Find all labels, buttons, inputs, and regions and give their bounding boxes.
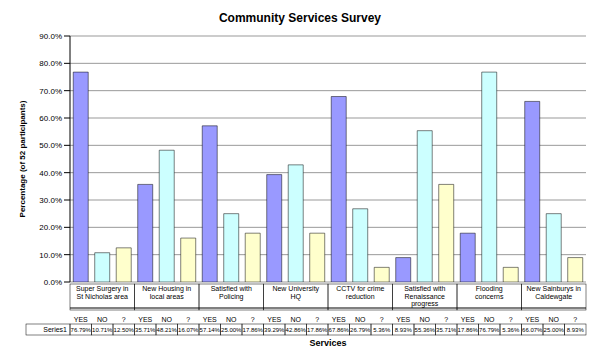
svg-text:40.0%: 40.0% (39, 169, 62, 178)
svg-text:Super Surgery in: Super Surgery in (76, 285, 129, 292)
svg-text:50.0%: 50.0% (39, 141, 62, 150)
svg-text:Policing: Policing (219, 293, 244, 301)
svg-text:local areas: local areas (150, 293, 184, 300)
svg-text:17.86%: 17.86% (243, 327, 264, 333)
svg-text:St Nicholas area: St Nicholas area (77, 293, 128, 300)
svg-text:New Housing in: New Housing in (142, 285, 192, 292)
svg-text:12.50%: 12.50% (114, 327, 135, 333)
svg-text:70.0%: 70.0% (39, 87, 62, 96)
svg-text:10.71%: 10.71% (92, 327, 113, 333)
svg-text:New University: New University (272, 285, 320, 292)
svg-text:5.36%: 5.36% (502, 327, 520, 333)
svg-text:concerns: concerns (475, 293, 504, 300)
svg-text:YES: YES (332, 316, 346, 323)
svg-text:?: ? (444, 316, 448, 323)
svg-text:39.29%: 39.29% (264, 327, 285, 333)
svg-text:Renaissance: Renaissance (405, 293, 446, 300)
svg-text:Services: Services (309, 338, 346, 348)
svg-text:17.86%: 17.86% (458, 327, 479, 333)
svg-text:YES: YES (74, 316, 88, 323)
svg-text:8.93%: 8.93% (567, 327, 585, 333)
svg-text:NO: NO (355, 316, 366, 323)
svg-text:25.00%: 25.00% (221, 327, 242, 333)
svg-text:5.36%: 5.36% (373, 327, 391, 333)
svg-text:55.36%: 55.36% (415, 327, 436, 333)
svg-text:?: ? (573, 316, 577, 323)
svg-text:?: ? (186, 316, 190, 323)
svg-text:Caldewgate: Caldewgate (535, 293, 572, 301)
svg-text:?: ? (315, 316, 319, 323)
svg-text:90.0%: 90.0% (39, 32, 62, 41)
svg-text:reduction: reduction (346, 293, 375, 300)
svg-text:Series1: Series1 (43, 326, 67, 333)
svg-text:NO: NO (162, 316, 173, 323)
svg-text:Percentage (of 52 participants: Percentage (of 52 participants) (18, 100, 27, 217)
svg-text:76.79%: 76.79% (71, 327, 92, 333)
svg-text:?: ? (122, 316, 126, 323)
svg-text:35.71%: 35.71% (135, 327, 156, 333)
svg-text:NO: NO (420, 316, 431, 323)
svg-text:YES: YES (138, 316, 152, 323)
svg-text:CCTV for crime: CCTV for crime (336, 285, 384, 292)
html-text:Community Services Survey: Community Services Survey (219, 11, 381, 25)
svg-text:?: ? (251, 316, 255, 323)
svg-text:YES: YES (203, 316, 217, 323)
svg-text:66.07%: 66.07% (522, 327, 543, 333)
svg-text:progress: progress (411, 300, 439, 308)
svg-text:48.21%: 48.21% (157, 327, 178, 333)
svg-text:YES: YES (396, 316, 410, 323)
svg-text:20.0%: 20.0% (39, 223, 62, 232)
svg-text:NO: NO (484, 316, 495, 323)
svg-text:60.0%: 60.0% (39, 114, 62, 123)
svg-text:0.0%: 0.0% (44, 278, 62, 287)
svg-text:76.79%: 76.79% (479, 327, 500, 333)
svg-text:57.14%: 57.14% (200, 327, 221, 333)
svg-text:42.86%: 42.86% (286, 327, 307, 333)
svg-text:?: ? (509, 316, 513, 323)
svg-text:New Sainburys in: New Sainburys in (526, 285, 581, 292)
svg-text:YES: YES (267, 316, 281, 323)
svg-text:NO: NO (549, 316, 560, 323)
svg-text:YES: YES (525, 316, 539, 323)
svg-text:26.79%: 26.79% (350, 327, 371, 333)
svg-text:HQ: HQ (291, 293, 302, 301)
svg-text:25.00%: 25.00% (544, 327, 565, 333)
svg-text:NO: NO (97, 316, 108, 323)
svg-text:67.86%: 67.86% (329, 327, 350, 333)
svg-text:10.0%: 10.0% (39, 251, 62, 260)
svg-text:Satisfied with: Satisfied with (404, 285, 445, 292)
svg-text:YES: YES (461, 316, 475, 323)
svg-text:17.86%: 17.86% (307, 327, 328, 333)
svg-text:Satisfied with: Satisfied with (211, 285, 252, 292)
svg-text:30.0%: 30.0% (39, 196, 62, 205)
svg-text:80.0%: 80.0% (39, 59, 62, 68)
svg-text:NO: NO (226, 316, 237, 323)
svg-text:NO: NO (291, 316, 302, 323)
svg-text:8.93%: 8.93% (395, 327, 413, 333)
svg-text:Flooding: Flooding (475, 285, 503, 292)
svg-text:?: ? (380, 316, 384, 323)
svg-text:16.07%: 16.07% (178, 327, 199, 333)
svg-text:35.71%: 35.71% (436, 327, 457, 333)
